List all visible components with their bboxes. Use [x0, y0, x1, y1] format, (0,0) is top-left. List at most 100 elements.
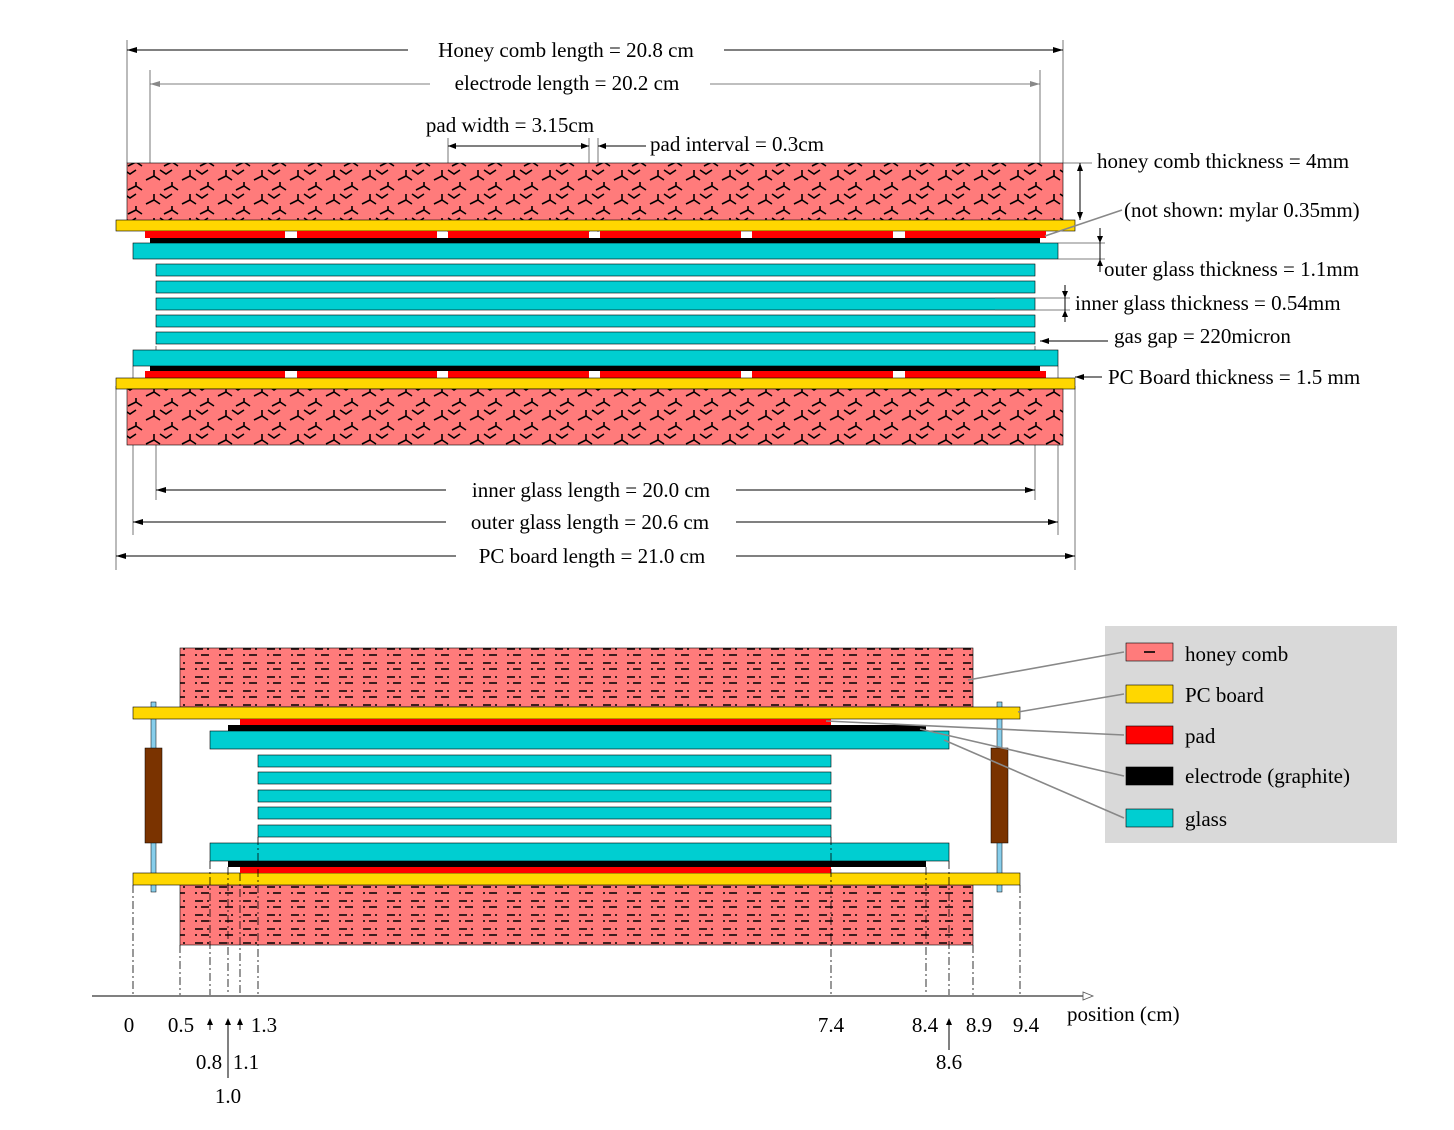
legend-label: glass — [1185, 807, 1227, 831]
pad-interval-label: pad interval = 0.3cm — [650, 132, 824, 156]
pads-top — [145, 231, 1046, 238]
legend-leader-lines — [825, 651, 1125, 819]
pcb-thickness-label: PC Board thickness = 1.5 mm — [1108, 365, 1360, 389]
pad — [297, 231, 437, 238]
electrode-top — [150, 238, 1040, 243]
honeycomb-lower-pattern — [180, 885, 973, 945]
legend-item-glass: glass — [1125, 807, 1227, 831]
inner-glass-plate — [155, 263, 1036, 277]
tick-label: 8.9 — [966, 1013, 992, 1037]
inner-glass-plate — [155, 297, 1036, 311]
tick-label: 1.0 — [215, 1084, 241, 1108]
pad — [600, 231, 741, 238]
legend-swatch — [1125, 766, 1174, 786]
outer-glass-bottom — [132, 349, 1059, 367]
inner-glass-plate — [155, 280, 1036, 294]
left-spacer — [144, 747, 163, 844]
dim-pcb-length: PC board length = 21.0 cm — [116, 544, 1075, 568]
honeycomb-bottom-pattern — [127, 389, 1063, 445]
legend-swatch — [1125, 725, 1174, 745]
legend-swatch — [1125, 684, 1174, 704]
legend-label: pad — [1185, 724, 1216, 748]
note-gas-gap: gas gap = 220micron — [1040, 324, 1291, 348]
electrode-length-label: electrode length = 20.2 cm — [455, 71, 680, 95]
tick-label: 8.4 — [912, 1013, 939, 1037]
legend-label: electrode (graphite) — [1185, 764, 1350, 788]
inner-glass-stack — [155, 263, 1036, 345]
outer-glass-lower — [209, 842, 950, 862]
tick-label: 8.6 — [936, 1050, 962, 1074]
inner-glass-length-label: inner glass length = 20.0 cm — [472, 478, 710, 502]
pad — [448, 231, 589, 238]
pad-width-label: pad width = 3.15cm — [426, 113, 594, 137]
pad — [905, 371, 1046, 378]
legend: honey comb PC board pad electrode (graph… — [1105, 626, 1397, 843]
honeycomb-thickness-label: honey comb thickness = 4mm — [1097, 149, 1349, 173]
outer-glass-top — [132, 242, 1059, 260]
honeycomb-upper-pattern — [180, 648, 973, 707]
outer-glass-upper — [209, 730, 950, 750]
bottom-figure: position (cm) 0 0.5 1.3 7.4 8.4 8.9 9.4 … — [92, 626, 1397, 1108]
dim-pad-interval: pad interval = 0.3cm — [598, 132, 824, 156]
pad — [145, 231, 285, 238]
axis-arrowhead — [1082, 991, 1095, 1001]
inner-glass-plate — [257, 806, 832, 820]
dim-outer-glass-length: outer glass length = 20.6 cm — [133, 510, 1058, 534]
pad — [752, 231, 893, 238]
inner-glass-thickness-label: inner glass thickness = 0.54mm — [1075, 291, 1341, 315]
axis-label: position (cm) — [1067, 1002, 1180, 1026]
pad — [297, 371, 437, 378]
tick-label: 1.1 — [233, 1050, 259, 1074]
gas-gap-label: gas gap = 220micron — [1114, 324, 1291, 348]
dim-outer-glass-thickness: outer glass thickness = 1.1mm — [1058, 228, 1359, 281]
inner-glass-plate — [257, 789, 832, 803]
honeycomb-length-label: Honey comb length = 20.8 cm — [438, 38, 694, 62]
legend-label: honey comb — [1185, 642, 1288, 666]
pad — [600, 371, 741, 378]
pad — [145, 371, 285, 378]
not-shown-label: (not shown: mylar 0.35mm) — [1124, 198, 1360, 222]
note-mylar: (not shown: mylar 0.35mm) — [1044, 198, 1360, 237]
tick-label: 9.4 — [1013, 1013, 1040, 1037]
tick-label: 0.8 — [196, 1050, 222, 1074]
dim-pad-width: pad width = 3.15cm — [426, 113, 594, 149]
pcb-bottom — [115, 377, 1076, 390]
dim-honeycomb-length: Honey comb length = 20.8 cm — [127, 38, 1063, 62]
pad-upper — [240, 719, 831, 725]
tick-label: 0.5 — [168, 1013, 194, 1037]
note-pcb-thickness: PC Board thickness = 1.5 mm — [1075, 365, 1360, 389]
legend-item-pcb: PC board — [1125, 683, 1264, 707]
reference-lines — [132, 837, 1021, 995]
tick-label: 1.3 — [251, 1013, 277, 1037]
pcb-upper — [132, 706, 1021, 720]
small-arrows — [207, 1018, 952, 1078]
pcb-length-label: PC board length = 21.0 cm — [479, 544, 706, 568]
outer-glass-length-label: outer glass length = 20.6 cm — [471, 510, 709, 534]
pad — [752, 371, 893, 378]
legend-item-electrode: electrode (graphite) — [1125, 764, 1350, 788]
dim-electrode-length: electrode length = 20.2 cm — [150, 71, 1040, 95]
dim-honeycomb-thickness: honey comb thickness = 4mm — [1063, 149, 1349, 220]
electrode-upper — [228, 725, 926, 731]
inner-glass-plate — [257, 824, 832, 838]
tick-label: 7.4 — [818, 1013, 845, 1037]
pcb-lower — [132, 872, 1021, 886]
pad-lower — [240, 867, 831, 873]
legend-swatch — [1125, 808, 1174, 828]
legend-item-pad: pad — [1125, 724, 1216, 748]
inner-glass-plate — [155, 331, 1036, 345]
pads-bottom — [145, 371, 1046, 378]
legend-item-honeycomb: honey comb — [1125, 642, 1288, 666]
pcb-top — [115, 219, 1076, 232]
legend-label: PC board — [1185, 683, 1264, 707]
pad — [448, 371, 589, 378]
dim-inner-glass-thickness: inner glass thickness = 0.54mm — [995, 285, 1341, 322]
electrode-lower — [228, 861, 926, 867]
outer-glass-thickness-label: outer glass thickness = 1.1mm — [1104, 257, 1359, 281]
electrode-bottom — [150, 366, 1040, 371]
pad — [905, 231, 1046, 238]
tick-label: 0 — [124, 1013, 135, 1037]
inner-glass-plate — [257, 771, 832, 785]
